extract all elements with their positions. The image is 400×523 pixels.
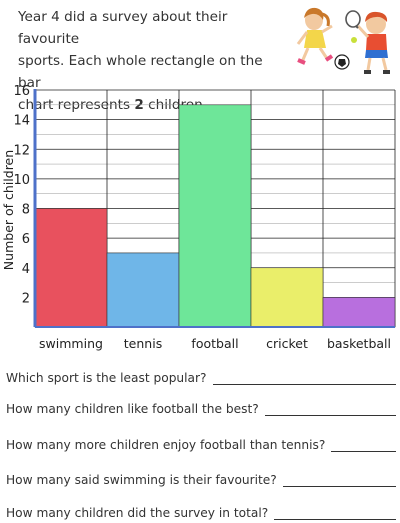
axes	[33, 89, 395, 328]
question-row: How many more children enjoy football th…	[6, 432, 396, 452]
x-tick-labels: swimming tennis football cricket basketball	[39, 336, 391, 351]
answer-line[interactable]	[282, 472, 396, 487]
question-row: Which sport is the least popular?	[6, 365, 396, 385]
y-tick-label: 2	[22, 291, 30, 306]
x-tick-label: swimming	[39, 336, 103, 351]
answer-line[interactable]	[331, 437, 396, 452]
y-tick-label: 6	[22, 232, 30, 247]
intro-line-2: sports. Each whole rectangle on the bar	[18, 53, 263, 91]
question-text: How many children like football the best…	[6, 402, 259, 416]
bar-chart: 2 4 6 8 10 12 14 16 swimming tennis football crick…	[1, 84, 396, 351]
answer-line[interactable]	[264, 401, 396, 416]
x-tick-label: football	[191, 336, 238, 351]
y-tick-label: 16	[13, 84, 30, 99]
question-row: How many said swimming is their favourit…	[6, 467, 396, 487]
question-row: How many children like football the best…	[6, 396, 396, 416]
y-tick-label: 10	[13, 173, 30, 188]
answer-line[interactable]	[212, 370, 396, 385]
answer-line[interactable]	[274, 505, 396, 520]
y-tick-label: 8	[22, 203, 30, 218]
x-tick-label: basketball	[327, 336, 391, 351]
y-tick-label: 14	[13, 114, 30, 129]
x-tick-label: tennis	[124, 336, 162, 351]
question-text: How many more children enjoy football th…	[6, 438, 326, 452]
y-tick-label: 4	[22, 262, 30, 277]
question-text: Which sport is the least popular?	[6, 371, 207, 385]
bar-tennis	[106, 252, 180, 328]
bar-football	[178, 104, 252, 328]
bar-cricket	[250, 267, 324, 328]
y-axis-label: Number of children	[1, 150, 16, 270]
question-row: How many children did the survey in tota…	[6, 500, 396, 520]
question-text: How many said swimming is their favourit…	[6, 473, 277, 487]
y-tick-label: 12	[13, 143, 30, 158]
bar-basketball	[322, 297, 396, 328]
x-tick-label: cricket	[266, 336, 308, 351]
intro-line-1: Year 4 did a survey about their favourit…	[18, 9, 228, 47]
bar-swimming	[34, 208, 108, 328]
y-tick-labels: 2 4 6 8 10 12 14 16	[13, 84, 30, 306]
children-playing-sports-icon	[296, 7, 390, 74]
question-text: How many children did the survey in tota…	[6, 506, 269, 520]
bars	[34, 104, 396, 328]
